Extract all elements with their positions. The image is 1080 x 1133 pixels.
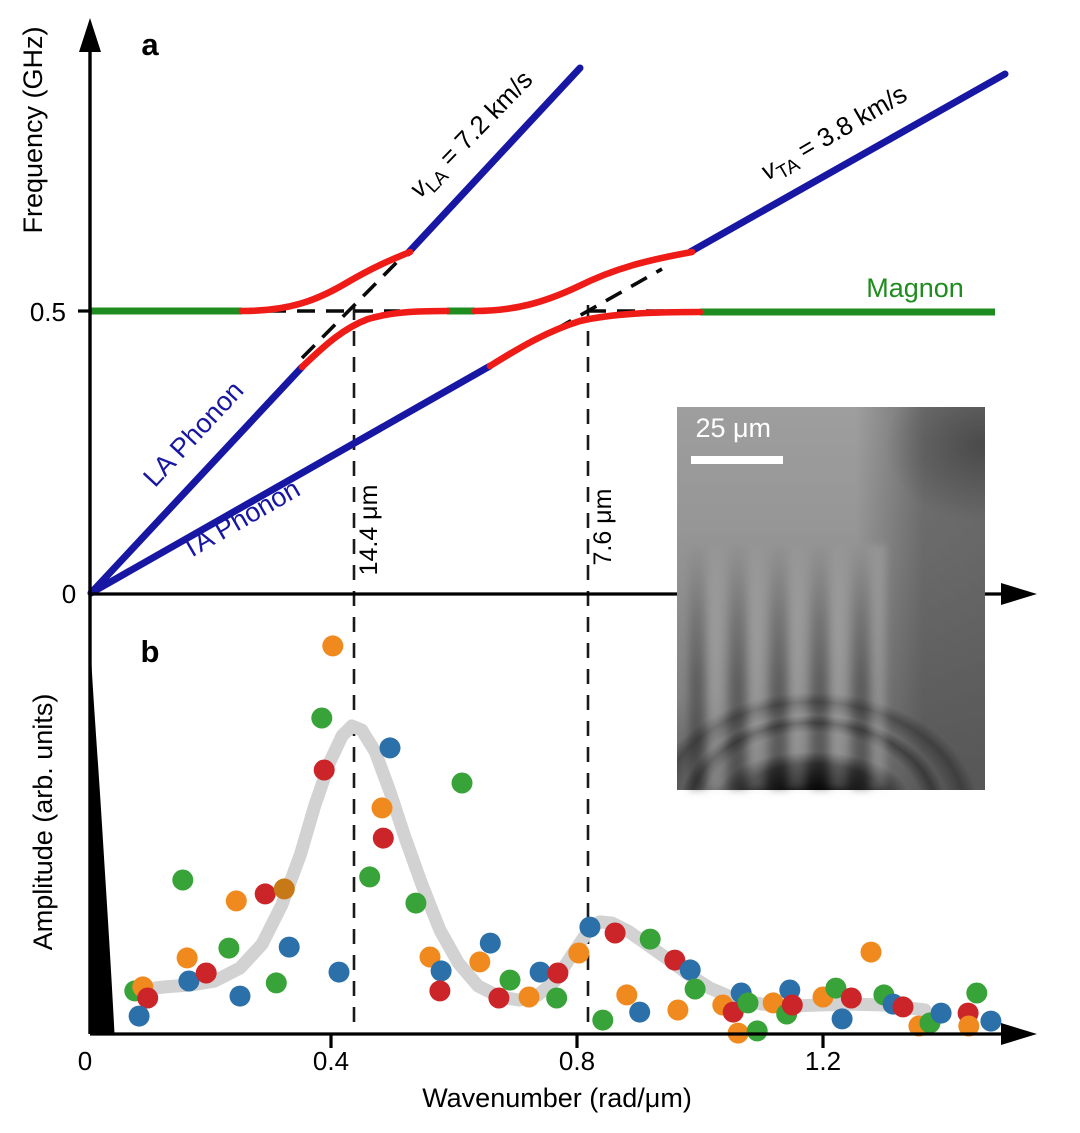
- data-point-red: [892, 996, 914, 1018]
- data-point-blue: [831, 1008, 853, 1030]
- y-axis-arrowhead: [79, 18, 101, 52]
- data-point-orange: [371, 797, 393, 819]
- la-phonon-line-lower: [87, 363, 306, 597]
- data-point-blue: [128, 1005, 150, 1027]
- ta-phonon-line-upper: [686, 70, 1009, 256]
- data-point-green: [359, 866, 381, 888]
- data-point-blue: [930, 1002, 952, 1024]
- data-point-green: [825, 977, 847, 999]
- data-point-green: [684, 978, 706, 1000]
- data-point-green: [172, 869, 194, 891]
- la-phonon-label: LA Phonon: [137, 375, 249, 492]
- data-point-orange: [616, 984, 638, 1006]
- panel-a-letter: a: [141, 27, 159, 62]
- data-point-green: [546, 987, 568, 1009]
- data-point-orange: [469, 951, 491, 973]
- data-point-blue: [529, 961, 551, 983]
- data-point-red: [137, 987, 159, 1009]
- data-point-red: [195, 962, 217, 984]
- anticrossing1-lower: [298, 307, 451, 371]
- anticrossing2-lower: [486, 308, 704, 370]
- magnon-label: Magnon: [866, 273, 964, 303]
- panel-a-origin-label: 0: [62, 579, 76, 609]
- wavenumber-axis-label: Wavenumber (rad/μm): [422, 1083, 692, 1113]
- ta-phonon-label: TA Phonon: [176, 473, 305, 565]
- fit-curve: [133, 719, 932, 1017]
- crossing1-wavelength-label: 14.4 μm: [355, 485, 383, 576]
- data-point-blue: [379, 737, 401, 759]
- data-point-green: [451, 772, 473, 794]
- data-point-red: [781, 994, 803, 1016]
- data-point-green: [265, 972, 287, 994]
- data-point-blue: [479, 932, 501, 954]
- data-point-green: [966, 982, 988, 1004]
- data-point-red: [254, 883, 276, 905]
- data-point-blue: [629, 1001, 651, 1023]
- panel-b-x-ticks: 0.4 0.8 1.2: [313, 1034, 841, 1076]
- micrograph-inset: 25 μm: [677, 407, 985, 790]
- phonon-branches: [87, 64, 1009, 597]
- la-phonon-line-upper: [404, 64, 584, 257]
- panel-b-origin-label: 0: [78, 1046, 92, 1076]
- data-point-orange: [667, 999, 689, 1021]
- data-point-green: [746, 1020, 768, 1042]
- amplitude-axis-label: Amplitude (arb. units): [28, 694, 58, 951]
- data-point-blue: [278, 936, 300, 958]
- data-point-orange: [958, 1015, 980, 1037]
- x-tick-label-1.2: 1.2: [805, 1046, 841, 1076]
- fit-curve-line: [133, 719, 932, 1017]
- data-point-red: [429, 980, 451, 1002]
- panel-b-axes: [90, 1023, 1037, 1045]
- data-point-green: [405, 892, 427, 914]
- data-point-blue: [328, 961, 350, 983]
- data-point-green: [218, 937, 240, 959]
- anticrossing2-upper: [471, 248, 696, 315]
- x-tick-label-0.8: 0.8: [559, 1046, 595, 1076]
- magnon-line: [91, 307, 995, 316]
- data-point-orange: [860, 941, 882, 963]
- scale-bar-label: 25 μm: [695, 412, 772, 443]
- dashed-la-crossing1: [300, 260, 399, 360]
- data-point-blue: [229, 985, 251, 1007]
- data-point-red: [664, 949, 686, 971]
- x-tick-label-0.4: 0.4: [313, 1046, 349, 1076]
- data-point-blue: [679, 959, 701, 981]
- ta-phonon-line-lower: [87, 362, 494, 597]
- y-tick-label-05: 0.5: [30, 297, 66, 327]
- data-point-orange_dark: [273, 878, 295, 900]
- frequency-axis-label: Frequency (GHz): [18, 26, 48, 233]
- panel-b-letter: b: [141, 634, 160, 669]
- crossing2-wavelength-label: 7.6 μm: [589, 489, 617, 566]
- elastic-peak-k0: [91, 655, 115, 1034]
- data-point-red: [604, 922, 626, 944]
- data-point-green: [499, 969, 521, 991]
- data-point-green: [311, 707, 333, 729]
- data-point-blue: [178, 970, 200, 992]
- data-point-red: [547, 962, 569, 984]
- data-point-orange: [568, 942, 590, 964]
- interference-fringes: [689, 544, 887, 790]
- data-point-orange: [322, 635, 344, 657]
- data-point-blue: [980, 1010, 1002, 1032]
- data-point-blue: [430, 960, 452, 982]
- data-point-orange: [225, 890, 247, 912]
- anticrossing1-upper: [238, 248, 414, 315]
- data-point-red: [840, 987, 862, 1009]
- data-point-green: [639, 928, 661, 950]
- data-point-green: [737, 992, 759, 1014]
- data-point-blue: [579, 916, 601, 938]
- data-point-green: [592, 1009, 614, 1031]
- panel-a-x-arrowhead: [1001, 583, 1037, 605]
- data-point-red: [313, 759, 335, 781]
- hybridized-branches: [238, 248, 704, 371]
- data-point-red: [488, 987, 510, 1009]
- data-point-orange: [176, 947, 198, 969]
- scatter-points: [124, 635, 1002, 1044]
- scale-bar: [690, 456, 784, 465]
- data-point-orange: [518, 986, 540, 1008]
- data-point-red: [372, 827, 394, 849]
- panel-b-x-arrowhead: [1001, 1023, 1037, 1045]
